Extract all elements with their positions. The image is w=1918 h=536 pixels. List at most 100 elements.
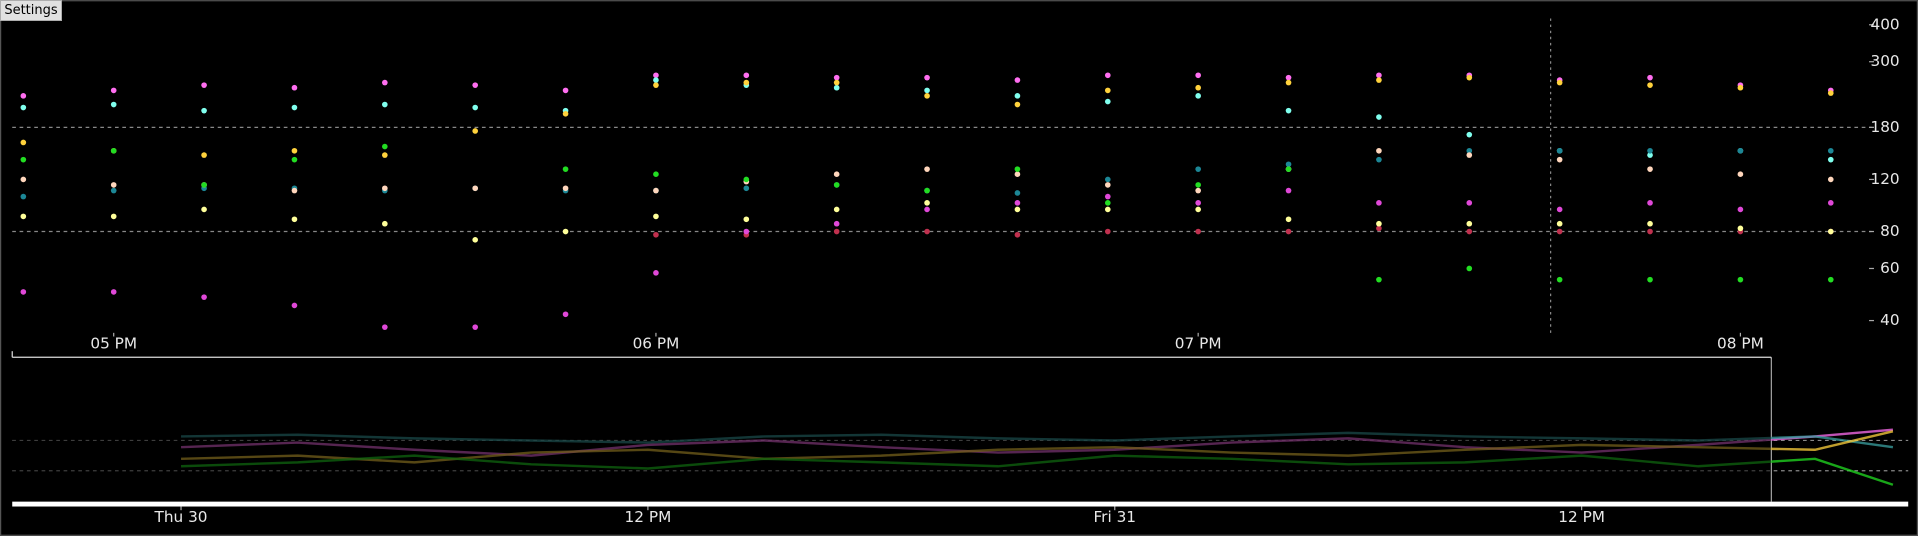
data-point	[1285, 187, 1292, 194]
data-point	[1104, 72, 1111, 79]
data-point	[653, 187, 659, 194]
data-point	[20, 156, 27, 163]
data-point	[1104, 206, 1111, 213]
data-point	[1285, 216, 1292, 223]
data-point	[382, 101, 388, 108]
data-point	[1014, 93, 1021, 99]
data-point	[110, 187, 117, 194]
data-point	[1466, 220, 1473, 227]
data-point	[382, 185, 388, 192]
data-point	[291, 156, 298, 163]
data-point	[1737, 225, 1744, 232]
data-point	[743, 72, 750, 79]
data-point	[1737, 276, 1744, 283]
data-point	[1195, 187, 1201, 194]
data-point	[924, 200, 930, 206]
data-point	[833, 84, 840, 91]
data-point	[1285, 161, 1292, 168]
data-point	[382, 143, 388, 150]
data-point	[472, 324, 479, 330]
data-point	[743, 185, 750, 192]
data-point	[291, 302, 298, 309]
data-point	[653, 77, 659, 83]
data-point	[1014, 101, 1021, 108]
data-point	[291, 216, 298, 223]
data-point	[1195, 84, 1201, 91]
data-point	[833, 206, 840, 213]
data-point	[382, 220, 388, 227]
data-point	[1556, 156, 1563, 163]
data-point	[1466, 152, 1473, 158]
data-point	[1466, 265, 1473, 272]
data-point	[472, 104, 479, 111]
data-point	[1014, 200, 1021, 206]
data-point	[653, 82, 659, 88]
data-point	[472, 236, 479, 243]
data-point	[1556, 206, 1563, 213]
data-point	[1466, 228, 1473, 235]
x-tick-label: 12 PM	[1558, 508, 1605, 526]
data-point	[201, 206, 207, 213]
data-point	[924, 206, 930, 213]
data-point	[653, 213, 659, 220]
data-point	[1376, 72, 1382, 79]
data-point	[472, 128, 479, 134]
y-tick-label: 180	[1870, 118, 1899, 136]
data-point	[20, 176, 27, 183]
data-point	[1104, 87, 1111, 94]
data-point	[924, 228, 930, 235]
x-tick-label: 05 PM	[90, 334, 137, 352]
data-point	[382, 79, 388, 86]
data-point	[1466, 147, 1473, 154]
data-point	[1556, 220, 1563, 227]
data-point	[20, 93, 27, 99]
data-point	[1376, 77, 1382, 83]
data-point	[472, 185, 479, 192]
data-point	[833, 182, 840, 188]
data-point	[291, 84, 298, 91]
data-point	[201, 294, 207, 300]
data-point	[201, 182, 207, 188]
data-point	[833, 74, 840, 81]
data-point	[562, 311, 569, 318]
data-point	[1014, 166, 1021, 172]
data-point	[833, 220, 840, 227]
x-tick-label: Thu 30	[154, 508, 208, 526]
y-tick-label: 60	[1880, 259, 1899, 277]
data-point	[1285, 228, 1292, 235]
data-point	[1647, 276, 1653, 283]
data-point	[1647, 147, 1653, 154]
data-point	[1737, 171, 1744, 178]
data-point	[110, 147, 117, 154]
data-point	[1104, 193, 1111, 200]
data-point	[833, 228, 840, 235]
x-tick-label: 07 PM	[1175, 334, 1222, 352]
data-point	[1104, 98, 1111, 105]
x-tick-label: Fri 31	[1094, 508, 1137, 526]
data-point	[1014, 77, 1021, 83]
data-point	[743, 228, 750, 235]
data-point	[1376, 225, 1382, 232]
data-point	[1647, 200, 1653, 206]
data-point	[201, 107, 207, 114]
settings-button[interactable]: Settings	[0, 0, 62, 21]
data-point	[562, 87, 569, 94]
data-point	[110, 182, 117, 188]
data-point	[1737, 206, 1744, 213]
data-point	[291, 187, 298, 194]
data-point	[1285, 74, 1292, 81]
data-point	[924, 87, 930, 94]
data-point	[924, 166, 930, 172]
data-point	[472, 82, 479, 88]
data-point	[110, 213, 117, 220]
data-point	[1014, 171, 1021, 178]
data-point	[20, 289, 27, 295]
data-point	[1556, 147, 1563, 154]
data-point	[653, 270, 659, 276]
x-tick-label: 12 PM	[625, 508, 672, 526]
data-point	[1647, 228, 1653, 235]
data-point	[20, 213, 27, 220]
data-point	[1195, 200, 1201, 206]
